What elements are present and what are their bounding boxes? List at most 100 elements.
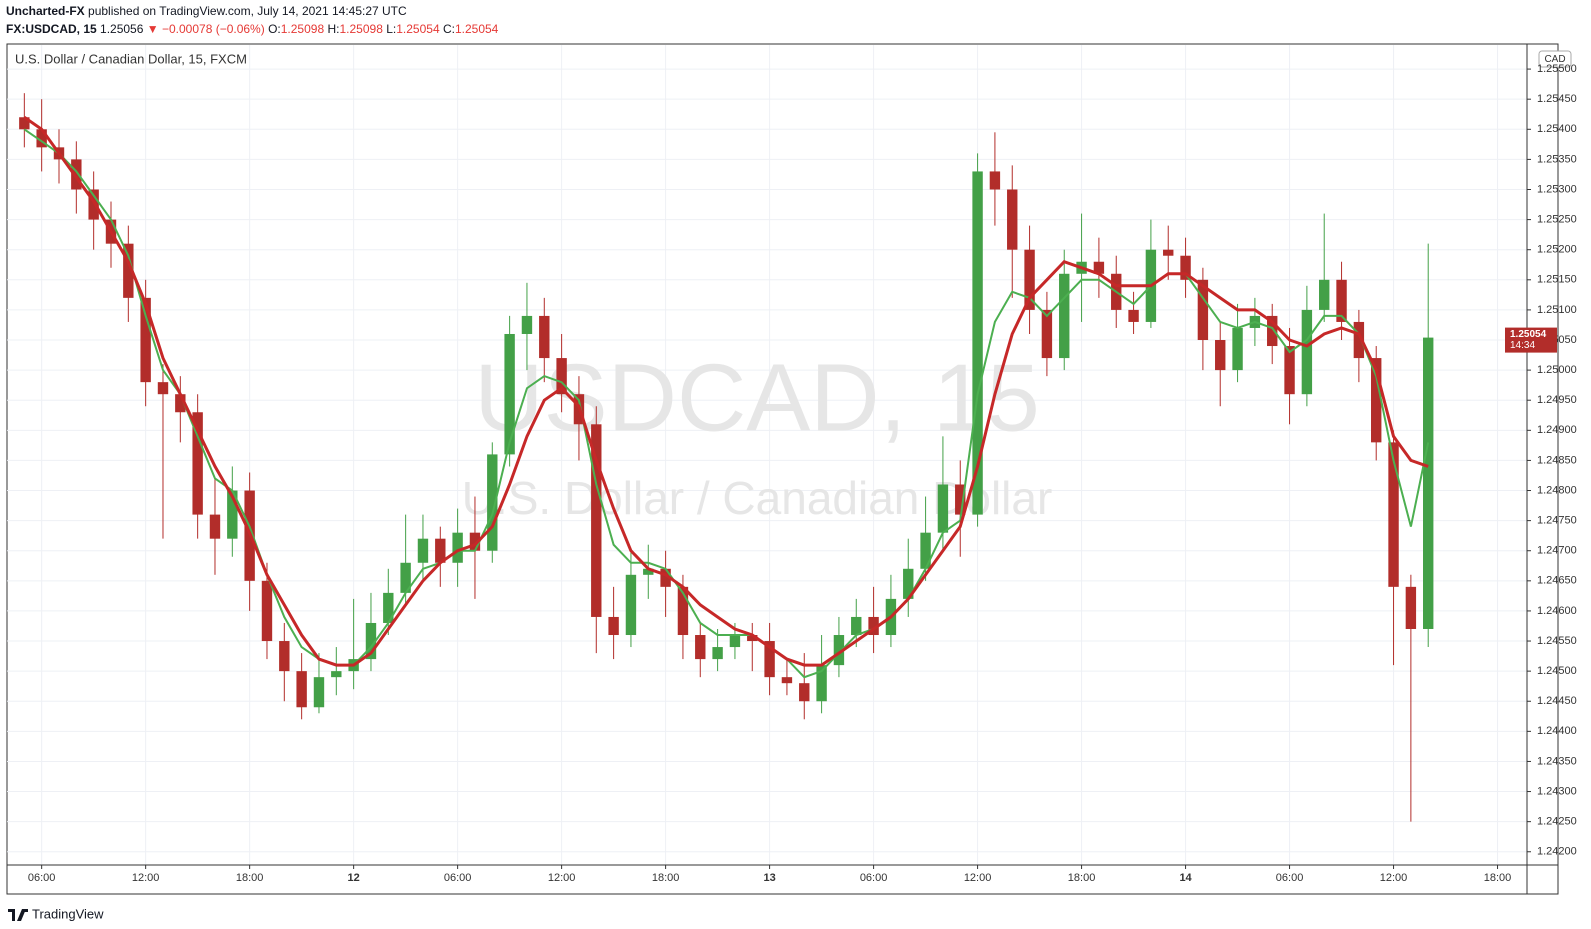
candle-body [695, 635, 706, 660]
candle-body [19, 117, 30, 130]
x-tick-label: 12:00 [1380, 872, 1408, 884]
ohlc-value: 1.25054 [454, 22, 499, 36]
y-tick-label: 1.24400 [1537, 725, 1577, 737]
candle-body [331, 671, 342, 678]
y-tick-label: 1.24250 [1537, 816, 1577, 828]
footer-logo[interactable]: TradingView [8, 906, 104, 921]
candle-body [1319, 279, 1330, 310]
y-tick-label: 1.24600 [1537, 605, 1577, 617]
candle-body [816, 665, 827, 702]
candle-body [36, 129, 47, 148]
candle-body [729, 635, 741, 648]
candle-body [1388, 442, 1399, 587]
candle-body [937, 484, 949, 533]
y-tick-label: 1.24900 [1537, 424, 1577, 436]
candle-body [209, 514, 221, 539]
candle-body [227, 490, 238, 539]
candle-body [487, 454, 498, 551]
candle-body [764, 641, 775, 678]
candle-body [1232, 327, 1243, 371]
candle-body [868, 616, 879, 636]
candle-body [71, 159, 82, 190]
publish-line: Uncharted-FX published on TradingView.co… [6, 4, 407, 18]
y-tick-label: 1.24550 [1537, 635, 1577, 647]
x-tick-label: 18:00 [1068, 872, 1096, 884]
candle-body [123, 243, 134, 298]
y-tick-label: 1.25250 [1537, 214, 1577, 226]
candle-body [261, 580, 273, 642]
y-tick-label: 1.25350 [1537, 153, 1577, 165]
y-tick-label: 1.24800 [1537, 484, 1577, 496]
candle-body [157, 382, 169, 395]
candle-body [920, 532, 931, 569]
candle-body [175, 394, 186, 413]
y-tick-label: 1.25400 [1537, 123, 1577, 135]
candle-body [1128, 309, 1139, 322]
candle-body [833, 635, 845, 666]
candle-body [643, 568, 654, 575]
candle-body [383, 592, 394, 623]
y-tick-label: 1.25000 [1537, 364, 1577, 376]
y-tick-label: 1.25150 [1537, 274, 1577, 286]
candle-body [1197, 279, 1209, 341]
candle-body [452, 532, 463, 563]
publisher[interactable]: Uncharted-FX [6, 4, 85, 18]
candle-body [1215, 340, 1226, 371]
candle-body [400, 562, 411, 593]
price-tag [1505, 327, 1557, 353]
candle-body [660, 568, 671, 587]
y-tick-label: 1.25450 [1537, 93, 1577, 105]
candle-body [591, 424, 602, 617]
ohlc-label: H: [327, 22, 340, 36]
candle-body [313, 677, 325, 708]
candle-body [1024, 249, 1035, 310]
candle-body [1353, 321, 1365, 359]
y-tick-label: 1.24450 [1537, 695, 1577, 707]
x-tick-label: 18:00 [1484, 872, 1512, 884]
ohlc: O:1.25098 H:1.25098 L:1.25054 C:1.25054 [268, 22, 498, 36]
y-tick-label: 1.25100 [1537, 304, 1577, 316]
y-tick-label: 1.24300 [1537, 785, 1577, 797]
currency-badge[interactable] [1538, 50, 1572, 68]
y-tick-label: 1.25500 [1537, 63, 1577, 75]
y-tick-label: 1.24350 [1537, 755, 1577, 767]
x-tick-label: 13 [763, 872, 775, 884]
y-tick-label: 1.25300 [1537, 183, 1577, 195]
candle-body [677, 586, 689, 636]
y-tick-label: 1.24200 [1537, 846, 1577, 858]
candle-body [608, 616, 619, 636]
candle-body [1301, 309, 1313, 395]
y-tick-label: 1.24700 [1537, 545, 1577, 557]
candle-body [469, 532, 481, 551]
candle-body [1163, 249, 1174, 256]
change: ▼ −0.00078 (−0.06%) [146, 22, 265, 36]
candle-body [435, 538, 446, 563]
candle-body [417, 538, 429, 563]
y-tick-label: 1.24500 [1537, 665, 1577, 677]
ohlc-label: L: [386, 22, 397, 36]
x-tick-label: 06:00 [28, 872, 56, 884]
candle-body [365, 622, 377, 660]
candle-body [903, 568, 914, 599]
candle-body [1284, 346, 1295, 395]
footer-brand: TradingView [32, 906, 104, 921]
y-tick-label: 1.24650 [1537, 575, 1577, 587]
candle-body [1007, 189, 1018, 250]
candle-body [712, 647, 723, 660]
candle-body [625, 574, 637, 636]
last: 1.25056 [100, 22, 144, 36]
chart-title: U.S. Dollar / Canadian Dollar, 15, FXCM [15, 51, 247, 66]
x-tick-label: 06:00 [1276, 872, 1304, 884]
candle-body [1180, 255, 1191, 280]
ohlc-label: C: [442, 22, 455, 36]
x-tick-label: 18:00 [652, 872, 680, 884]
candle-body [140, 297, 151, 383]
x-tick-label: 12:00 [548, 872, 576, 884]
x-tick-label: 12 [348, 872, 360, 884]
candle-body [1371, 358, 1382, 443]
x-tick-label: 12:00 [132, 872, 160, 884]
x-tick-label: 14 [1179, 872, 1192, 884]
candle-body [1093, 261, 1105, 274]
